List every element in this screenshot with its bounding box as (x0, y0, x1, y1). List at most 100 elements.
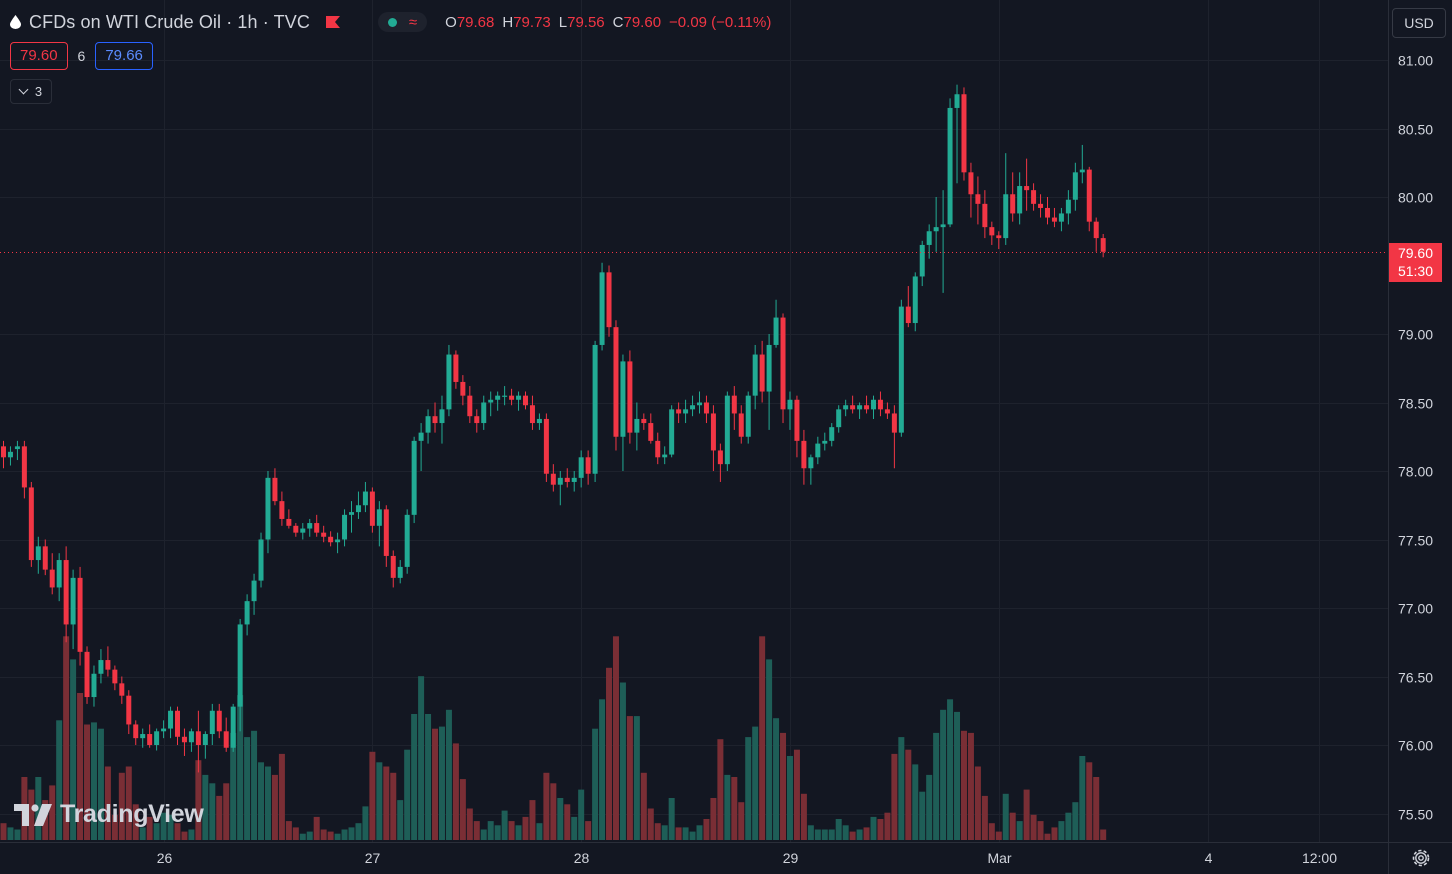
candle-body[interactable] (982, 203, 988, 228)
candle-body[interactable] (919, 244, 925, 277)
candle-body[interactable] (926, 231, 932, 245)
candle-body[interactable] (77, 577, 83, 652)
candle-body[interactable] (84, 651, 90, 698)
candle-body[interactable] (683, 409, 689, 414)
candle-body[interactable] (216, 710, 222, 732)
candle-body[interactable] (850, 405, 856, 410)
candle-body[interactable] (954, 94, 960, 108)
candle-body[interactable] (871, 399, 876, 410)
candle-body[interactable] (49, 569, 55, 588)
candle-body[interactable] (1045, 207, 1050, 218)
candle-body[interactable] (745, 395, 751, 437)
candle-body[interactable] (362, 491, 368, 506)
candle-body[interactable] (564, 477, 570, 482)
currency-button[interactable]: USD (1392, 8, 1446, 38)
candle-body[interactable] (912, 276, 918, 324)
candle-body[interactable] (161, 728, 167, 732)
candle-body[interactable] (251, 580, 257, 602)
time-axis[interactable]: 26 27 28 29 Mar 4 12:00 (157, 850, 1338, 866)
candle-body[interactable] (432, 416, 438, 424)
candle-body[interactable] (1100, 238, 1106, 252)
candle-body[interactable] (488, 399, 494, 403)
candle-body[interactable] (523, 395, 528, 406)
candle-body[interactable] (836, 409, 842, 428)
sell-button[interactable]: 79.60 (10, 42, 68, 70)
symbol-title[interactable]: CFDs on WTI Crude Oil · 1h · TVC (29, 11, 310, 32)
candle-body[interactable] (335, 539, 341, 543)
candle-body[interactable] (293, 525, 299, 533)
candle-body[interactable] (1017, 186, 1023, 214)
candle-body[interactable] (1010, 194, 1016, 214)
candle-body[interactable] (425, 416, 431, 433)
candle-body[interactable] (1079, 169, 1085, 173)
candle-body[interactable] (1051, 217, 1057, 222)
candle-body[interactable] (940, 224, 946, 228)
candle-body[interactable] (1058, 213, 1064, 222)
candle-body[interactable] (947, 107, 953, 225)
settings-gear-icon[interactable] (1410, 847, 1432, 869)
candle-body[interactable] (495, 395, 501, 400)
candle-body[interactable] (349, 512, 354, 515)
candle-body[interactable] (529, 405, 535, 424)
candle-body[interactable] (202, 734, 208, 745)
candle-body[interactable] (641, 418, 647, 424)
candle-body[interactable] (933, 227, 939, 232)
candle-body[interactable] (585, 457, 591, 474)
candle-body[interactable] (857, 405, 863, 410)
candle-body[interactable] (439, 409, 445, 424)
candle-body[interactable] (516, 395, 522, 400)
candle-body[interactable] (355, 505, 361, 513)
candle-body[interactable] (710, 413, 716, 451)
candle-body[interactable] (272, 477, 278, 502)
candle-body[interactable] (905, 306, 911, 324)
candle-body[interactable] (328, 536, 334, 543)
candle-body[interactable] (676, 409, 682, 414)
candle-body[interactable] (56, 560, 62, 588)
candle-body[interactable] (481, 402, 487, 424)
candle-body[interactable] (140, 734, 146, 739)
candle-body[interactable] (801, 440, 807, 469)
candle-body[interactable] (154, 731, 160, 745)
candle-body[interactable] (181, 736, 187, 743)
candle-body[interactable] (1065, 199, 1071, 214)
candle-body[interactable] (877, 399, 883, 410)
candle-body[interactable] (390, 555, 396, 578)
candle-body[interactable] (279, 501, 285, 519)
candle-body[interactable] (209, 710, 215, 735)
candle-body[interactable] (766, 344, 772, 392)
candle-body[interactable] (230, 706, 236, 748)
candle-body[interactable] (237, 624, 243, 707)
candle-body[interactable] (1024, 186, 1030, 191)
buy-button[interactable]: 79.66 (95, 42, 153, 70)
candle-body[interactable] (105, 660, 111, 670)
candle-body[interactable] (126, 695, 132, 725)
candle-body[interactable] (411, 440, 417, 515)
candle-body[interactable] (599, 272, 605, 345)
candle-body[interactable] (961, 94, 967, 173)
candle-body[interactable] (28, 487, 34, 561)
candle-body[interactable] (787, 399, 793, 410)
candle-body[interactable] (35, 546, 41, 561)
candle-body[interactable] (383, 509, 389, 556)
price-axis[interactable]: 81.00 80.50 80.00 79.00 78.50 78.00 77.50 77.00… (1398, 53, 1433, 823)
candle-body[interactable] (808, 457, 814, 469)
candle-body[interactable] (884, 409, 890, 414)
candle-body[interactable] (63, 560, 69, 625)
candle-body[interactable] (460, 381, 466, 396)
candle-body[interactable] (314, 523, 320, 533)
candle-body[interactable] (891, 413, 897, 433)
candle-body[interactable] (571, 477, 577, 482)
candle-body[interactable] (474, 416, 480, 424)
candle-body[interactable] (1086, 169, 1092, 222)
candle-body[interactable] (773, 317, 779, 345)
candle-body[interactable] (397, 566, 403, 578)
candle-body[interactable] (112, 669, 118, 684)
candle-body[interactable] (864, 405, 870, 410)
candle-body[interactable] (759, 354, 765, 392)
candle-body[interactable] (1, 446, 6, 458)
candle-body[interactable] (557, 477, 563, 485)
candle-body[interactable] (717, 450, 723, 465)
candle-body[interactable] (1093, 221, 1099, 239)
candle-body[interactable] (147, 734, 153, 745)
